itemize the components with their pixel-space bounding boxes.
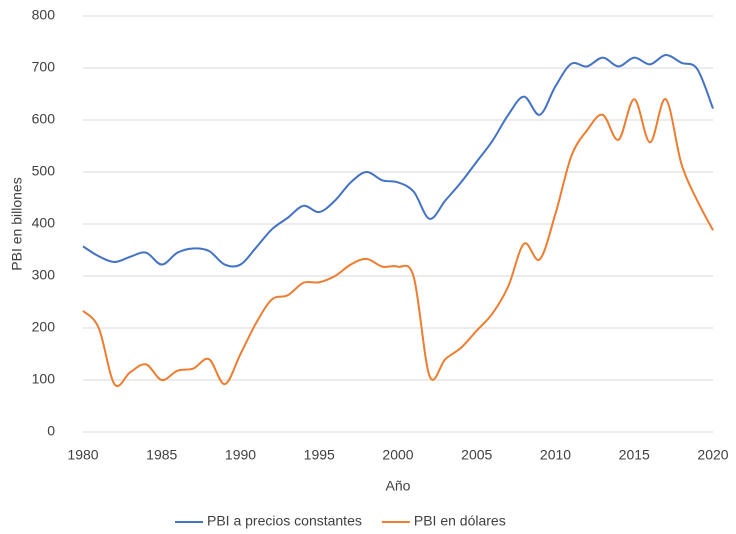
y-axis-label: PBI en billones bbox=[9, 177, 25, 270]
y-tick-label: 0 bbox=[47, 423, 55, 439]
x-tick-label: 2015 bbox=[619, 447, 650, 463]
legend-label: PBI en dólares bbox=[414, 513, 506, 529]
x-tick-label: 1990 bbox=[225, 447, 256, 463]
x-tick-label: 1995 bbox=[304, 447, 335, 463]
x-tick-label: 1980 bbox=[67, 447, 98, 463]
legend-label: PBI a precios constantes bbox=[207, 513, 362, 529]
y-tick-label: 600 bbox=[32, 111, 56, 127]
series-line bbox=[82, 98, 714, 387]
y-tick-label: 400 bbox=[32, 215, 56, 231]
x-tick-label: 1985 bbox=[146, 447, 177, 463]
y-tick-label: 800 bbox=[32, 7, 56, 23]
series-line bbox=[82, 54, 714, 268]
x-tick-label: 2010 bbox=[540, 447, 571, 463]
x-tick-label: 2005 bbox=[461, 447, 492, 463]
y-tick-label: 200 bbox=[32, 319, 56, 335]
x-axis-label: Año bbox=[386, 478, 411, 494]
y-tick-label: 100 bbox=[32, 371, 56, 387]
y-tick-label: 700 bbox=[32, 59, 56, 75]
y-tick-label: 300 bbox=[32, 267, 56, 283]
x-tick-label: 2000 bbox=[382, 447, 413, 463]
x-tick-label: 2020 bbox=[697, 447, 728, 463]
y-tick-label: 500 bbox=[32, 163, 56, 179]
